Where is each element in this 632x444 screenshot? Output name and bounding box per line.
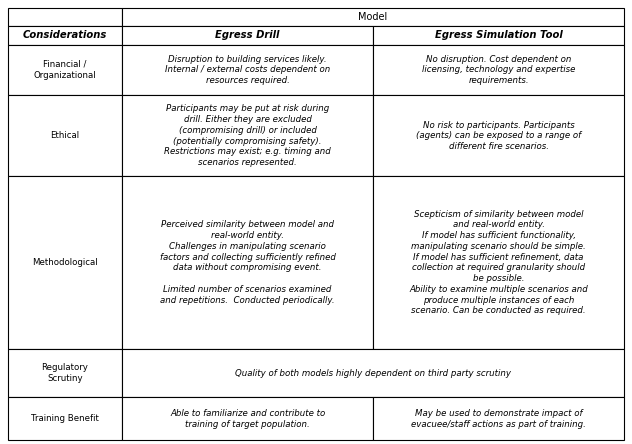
Text: Participants may be put at risk during
drill. Either they are excluded
(compromi: Participants may be put at risk during d… — [164, 104, 331, 167]
Bar — [8, 397, 122, 440]
Text: Ethical: Ethical — [51, 131, 80, 140]
Text: Able to familiarize and contribute to
training of target population.: Able to familiarize and contribute to tr… — [170, 409, 325, 428]
Bar — [122, 8, 624, 26]
Text: Egress Drill: Egress Drill — [216, 30, 280, 40]
Bar — [122, 176, 374, 349]
Text: Financial /
Organizational: Financial / Organizational — [33, 60, 96, 80]
Text: Methodological: Methodological — [32, 258, 98, 267]
Text: Considerations: Considerations — [23, 30, 107, 40]
Bar — [122, 349, 624, 397]
Text: May be used to demonstrate impact of
evacuee/staff actions as part of training.: May be used to demonstrate impact of eva… — [411, 409, 586, 428]
Text: Scepticism of similarity between model
and real-world entity.
If model has suffi: Scepticism of similarity between model a… — [410, 210, 588, 315]
Bar — [8, 176, 122, 349]
Bar — [374, 397, 624, 440]
Text: Perceived similarity between model and
real-world entity.
Challenges in manipula: Perceived similarity between model and r… — [160, 220, 336, 305]
Bar — [8, 95, 122, 176]
Bar — [8, 8, 122, 26]
Bar — [122, 95, 374, 176]
Text: Model: Model — [358, 12, 387, 22]
Bar — [374, 44, 624, 95]
Bar — [122, 397, 374, 440]
Bar — [374, 95, 624, 176]
Text: Regulatory
Scrutiny: Regulatory Scrutiny — [42, 363, 88, 383]
Text: Egress Simulation Tool: Egress Simulation Tool — [435, 30, 562, 40]
Bar — [374, 26, 624, 44]
Bar — [374, 176, 624, 349]
Text: Quality of both models highly dependent on third party scrutiny: Quality of both models highly dependent … — [235, 369, 511, 377]
Text: Training Benefit: Training Benefit — [31, 414, 99, 423]
Bar — [122, 26, 374, 44]
Bar — [122, 44, 374, 95]
Text: No risk to participants. Participants
(agents) can be exposed to a range of
diff: No risk to participants. Participants (a… — [416, 120, 581, 151]
Text: Disruption to building services likely.
Internal / external costs dependent on
r: Disruption to building services likely. … — [165, 55, 331, 85]
Text: No disruption. Cost dependent on
licensing, technology and expertise
requirement: No disruption. Cost dependent on licensi… — [422, 55, 575, 85]
Bar — [8, 26, 122, 44]
Bar — [8, 44, 122, 95]
Bar — [8, 349, 122, 397]
